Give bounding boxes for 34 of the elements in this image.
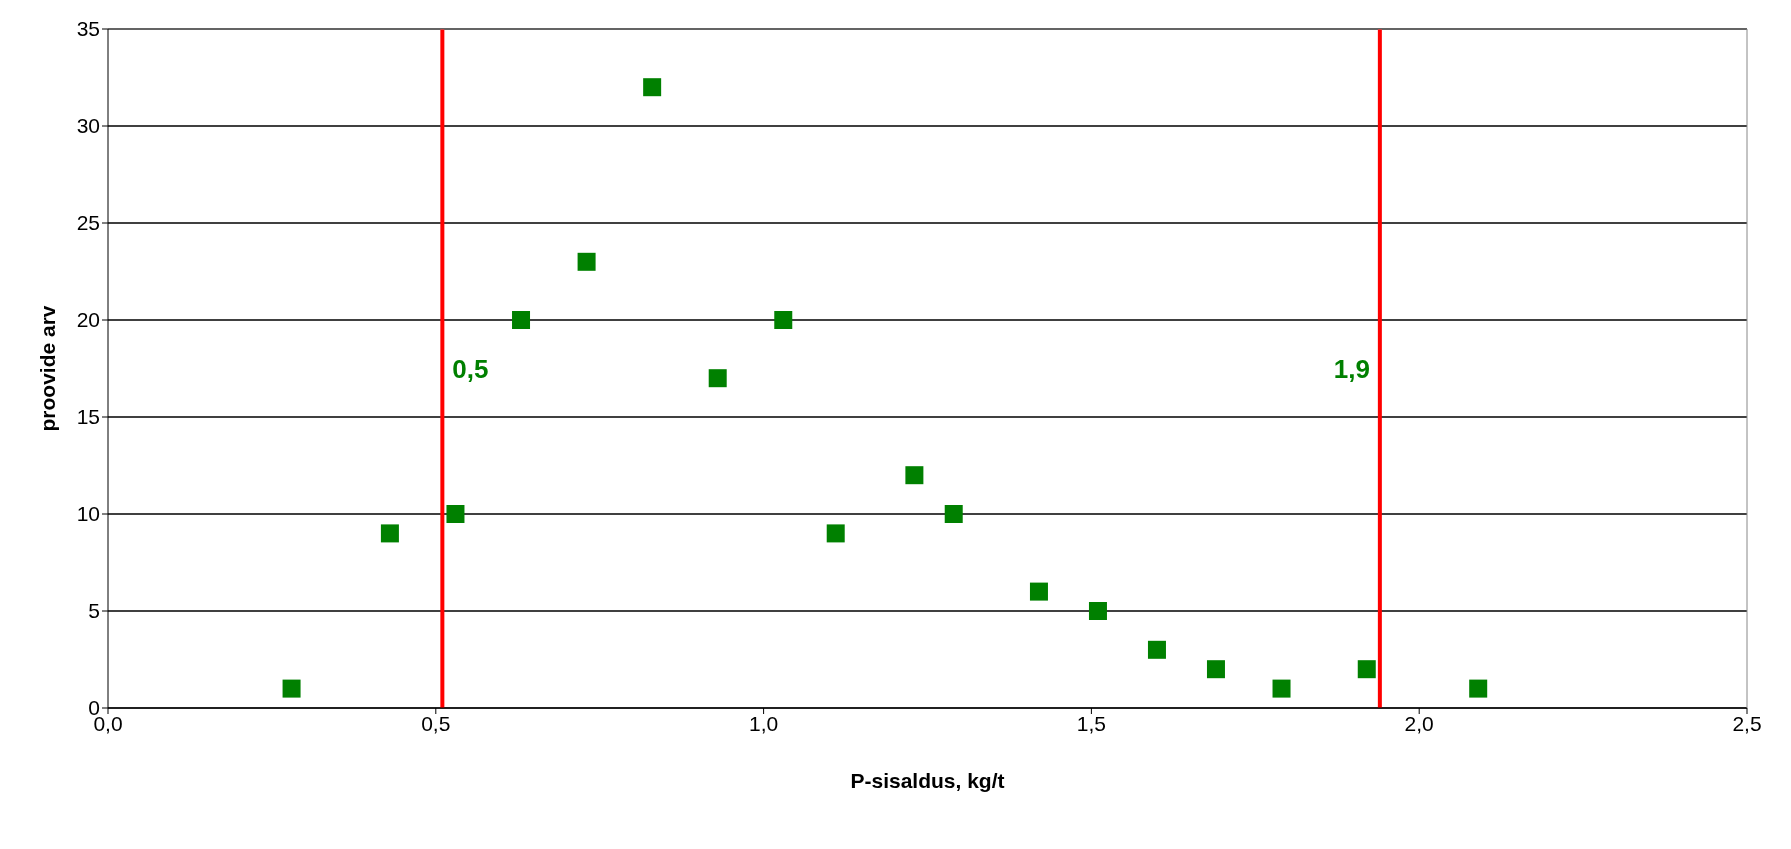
point (1029, 582, 1048, 601)
y-tick-label: 5 (88, 599, 100, 623)
point (1272, 679, 1291, 698)
x-tick-label: 1,5 (1076, 711, 1106, 735)
point (944, 505, 963, 523)
point (577, 252, 596, 271)
y-axis-title: proovide arv (36, 305, 60, 432)
point (905, 466, 924, 485)
point (643, 78, 662, 97)
point (826, 524, 845, 543)
ref-line-label: 0,5 (452, 353, 489, 384)
y-tick-label: 10 (76, 502, 100, 526)
y-tick-label: 25 (76, 211, 100, 235)
point (1469, 679, 1488, 698)
point (1357, 660, 1376, 679)
y-tick-label: 35 (76, 17, 100, 41)
x-tick-label: 2,5 (1732, 711, 1762, 735)
point (708, 369, 727, 388)
point (380, 524, 399, 543)
x-tick-label: 2,0 (1404, 711, 1434, 735)
y-tick-label: 15 (76, 405, 100, 429)
ref-line-label: 1,9 (1333, 353, 1370, 384)
x-tick-label: 0,5 (421, 711, 451, 735)
x-tick-label: 1,0 (749, 711, 779, 735)
x-axis-title: P-sisaldus, kg/t (850, 769, 1005, 792)
y-tick-label: 20 (76, 308, 100, 332)
point (1147, 640, 1166, 659)
point (1088, 602, 1107, 620)
point (446, 505, 465, 523)
point (1206, 660, 1225, 679)
point (774, 311, 793, 329)
point (512, 311, 531, 329)
point (282, 679, 301, 698)
y-tick-label: 30 (76, 114, 100, 138)
